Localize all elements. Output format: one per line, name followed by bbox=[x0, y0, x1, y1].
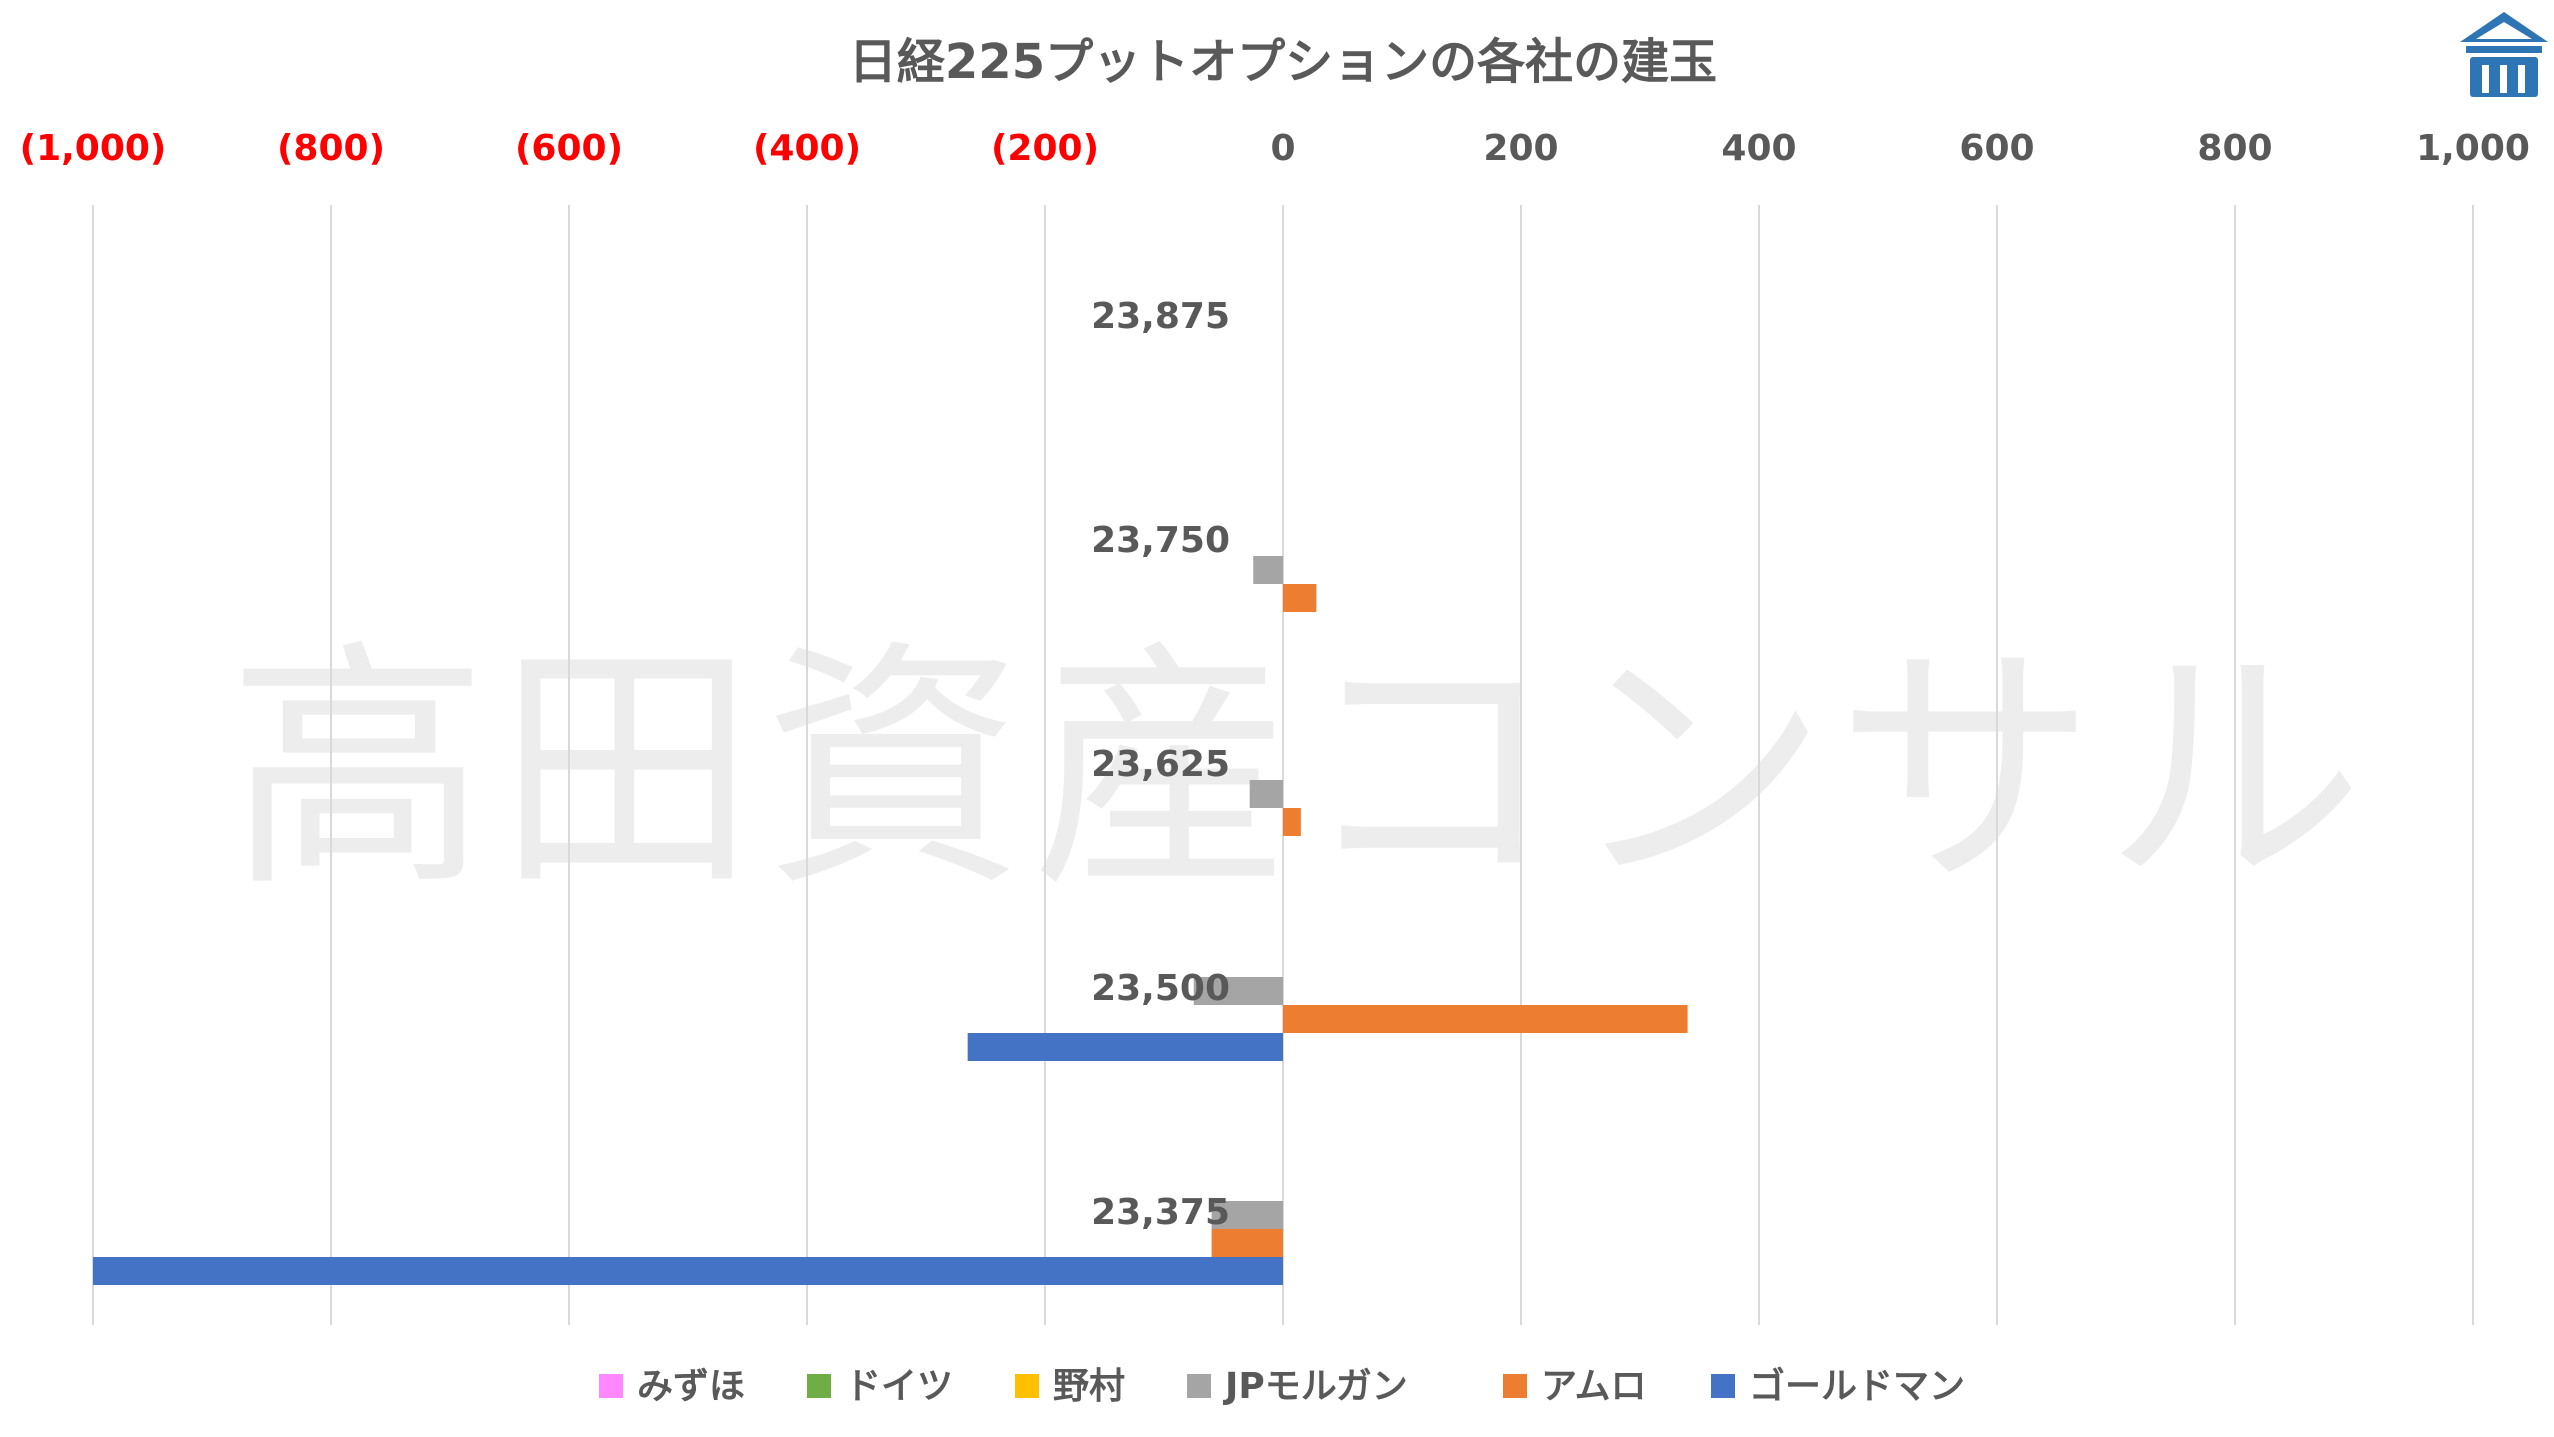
category-label: 23,750 bbox=[1091, 520, 1230, 561]
bar-ゴールドマン bbox=[93, 1257, 1283, 1285]
legend-label: ドイツ bbox=[845, 1366, 953, 1407]
x-tick-label: (1,000) bbox=[20, 128, 167, 169]
legend-swatch bbox=[1187, 1374, 1211, 1398]
category-label: 23,625 bbox=[1091, 744, 1230, 785]
legend-swatch bbox=[1503, 1374, 1527, 1398]
x-tick-label: 0 bbox=[1270, 128, 1295, 169]
legend-label: JPモルガン bbox=[1222, 1366, 1408, 1407]
bar-アムロ bbox=[1283, 808, 1301, 836]
temple-logo-icon bbox=[2460, 12, 2548, 97]
x-tick-label: (600) bbox=[515, 128, 623, 169]
x-tick-label: 600 bbox=[1959, 128, 2034, 169]
legend-label: アムロ bbox=[1541, 1366, 1646, 1407]
legend-label: 野村 bbox=[1053, 1366, 1125, 1407]
gridlines bbox=[92, 205, 2474, 1325]
x-tick-label: (800) bbox=[277, 128, 385, 169]
x-axis-ticks: (1,000) (800) (600) (400) (200) 0 200 400 600 800… bbox=[20, 128, 2530, 169]
bars bbox=[93, 556, 1688, 1285]
bar-JPモルガン bbox=[1193, 977, 1283, 1005]
category-label: 23,875 bbox=[1091, 296, 1230, 337]
bar-JPモルガン bbox=[1249, 780, 1283, 808]
bar-JPモルガン bbox=[1253, 556, 1283, 584]
category-label: 23,375 bbox=[1091, 1192, 1230, 1233]
legend-swatch bbox=[807, 1374, 831, 1398]
x-tick-label: 800 bbox=[2197, 128, 2272, 169]
bar-アムロ bbox=[1283, 584, 1317, 612]
legend: みずほ ドイツ 野村 JPモルガン アムロ ゴールドマン bbox=[599, 1365, 1965, 1407]
x-tick-label: (400) bbox=[753, 128, 861, 169]
legend-swatch bbox=[599, 1374, 623, 1398]
legend-label: みずほ bbox=[637, 1366, 745, 1407]
category-labels: 23,875 23,750 23,625 23,500 23,375 bbox=[1091, 296, 1230, 1233]
x-tick-label: 1,000 bbox=[2416, 128, 2530, 169]
bar-ゴールドマン bbox=[967, 1033, 1283, 1061]
chart-title: 日経225プットオプションの各社の建玉 bbox=[849, 34, 1717, 90]
x-tick-label: (200) bbox=[991, 128, 1099, 169]
x-tick-label: 200 bbox=[1483, 128, 1558, 169]
bar-アムロ bbox=[1211, 1229, 1283, 1257]
legend-swatch bbox=[1015, 1374, 1039, 1398]
legend-label: ゴールドマン bbox=[1749, 1365, 1965, 1407]
legend-swatch bbox=[1711, 1374, 1735, 1398]
category-label: 23,500 bbox=[1091, 968, 1230, 1009]
x-tick-label: 400 bbox=[1721, 128, 1796, 169]
bar-JPモルガン bbox=[1211, 1201, 1283, 1229]
watermark: 高田資産コンサル bbox=[228, 620, 2372, 922]
bar-アムロ bbox=[1283, 1005, 1688, 1033]
